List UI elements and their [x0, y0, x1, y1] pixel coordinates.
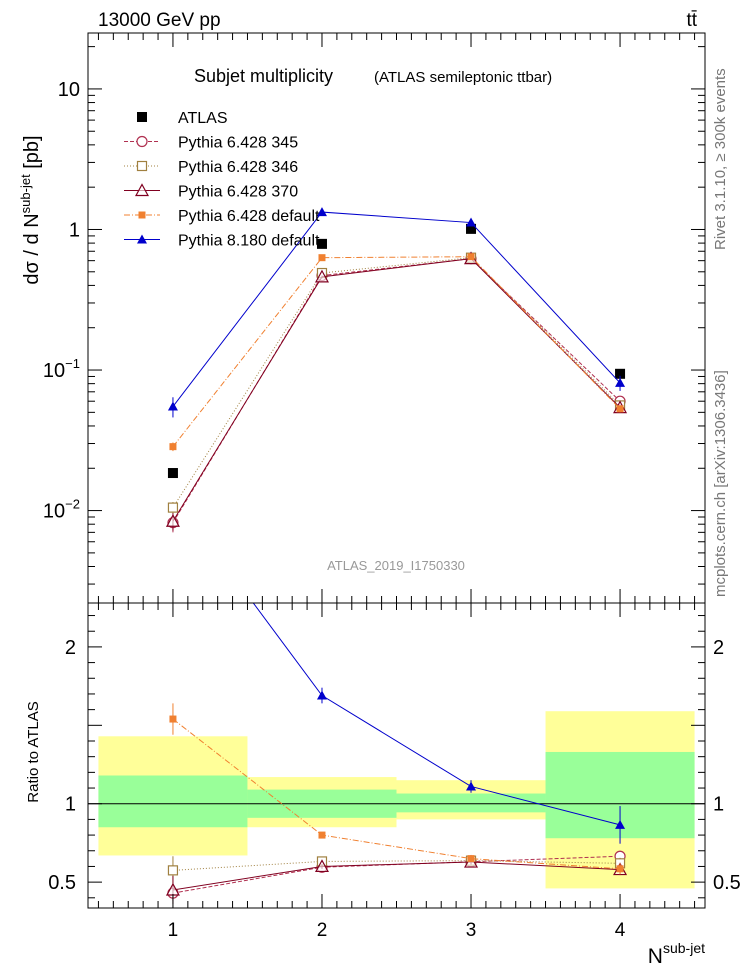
main-line-py8: [172, 211, 621, 407]
ratio-point-pydefault: [318, 831, 326, 839]
main-point-py370: [314, 269, 329, 283]
ratio-line-pydefault: [172, 718, 621, 870]
main-y-tick-label: 10: [58, 79, 80, 101]
ratio-line-py346: [172, 860, 621, 871]
legend-marker: [137, 234, 147, 244]
ratio-y-axis-title: Ratio to ATLAS: [25, 701, 42, 802]
chart-subtitle: (ATLAS semileptonic ttbar): [374, 69, 552, 86]
legend-label: Pythia 8.180 default: [178, 233, 320, 250]
mcplots-label: mcplots.cern.ch [arXiv:1306.3436]: [712, 370, 729, 597]
main-line-py346: [172, 257, 621, 508]
legend-entry-py346: Pythia 6.428 346: [124, 159, 298, 176]
ratio-y-axis: 0.5 0.5 1 1 2 2: [48, 615, 741, 899]
main-line-py370: [172, 258, 621, 522]
main-point-pydefault: [318, 254, 326, 262]
legend-entry-atlas: ATLAS: [137, 110, 228, 127]
ratio-series-group: [165, 490, 628, 905]
main-point-py8: [167, 401, 178, 411]
main-y-tick-label-exp: −1: [65, 356, 80, 371]
ratio-point-py8: [615, 819, 626, 829]
legend-label: Pythia 6.428 default: [178, 208, 320, 225]
ratio-y-tick-label: 1: [65, 794, 76, 816]
x-axis: 1 2 3 4: [97, 33, 696, 941]
main-series-group: [165, 207, 628, 533]
main-point-py8: [615, 377, 626, 387]
main-point-atlas: [316, 238, 327, 249]
legend-marker: [136, 135, 148, 148]
main-point-py8: [466, 217, 477, 227]
x-tick-label: 3: [466, 920, 477, 941]
ratio-point-pydefault: [169, 715, 177, 723]
main-y-tick-label-base: 10: [43, 360, 65, 382]
ratio-point-py370: [314, 859, 329, 873]
ratio-point-pydefault: [467, 855, 475, 863]
legend: ATLAS Pythia 6.428 345 Pythia 6.428 346 Pyt…: [124, 110, 320, 250]
main-point-pydefault: [467, 253, 475, 261]
ratio-point-py8: [168, 490, 178, 499]
ratio-y-tick-label-right: 1: [713, 794, 724, 816]
main-line-pydefault: [172, 256, 621, 447]
legend-label: Pythia 6.428 346: [178, 159, 298, 176]
ratio-y-tick-label: 0.5: [48, 872, 76, 894]
x-tick-label: 2: [317, 920, 328, 941]
ratio-y-tick-label-right: 0.5: [713, 872, 741, 894]
process-label: tt̄: [686, 10, 697, 31]
x-axis-title: Nsub-jet: [648, 940, 705, 968]
chart-title: Subjet multiplicity: [194, 66, 333, 86]
ratio-bands: [98, 711, 695, 889]
ratio-y-tick-label: 2: [65, 637, 76, 659]
main-y-tick-label-base: 10: [43, 501, 65, 523]
main-point-py346: [167, 502, 179, 513]
main-point-pydefault: [616, 405, 624, 413]
ratio-point-py346: [167, 865, 179, 876]
ratio-point-pydefault: [616, 865, 624, 873]
main-point-py370: [165, 513, 180, 527]
ratio-y-tick-label-right: 2: [713, 637, 724, 659]
main-point-pydefault: [169, 443, 177, 451]
analysis-id: ATLAS_2019_I1750330: [327, 558, 465, 573]
energy-label: 13000 GeV pp: [98, 10, 221, 31]
main-line-py345: [172, 258, 621, 523]
ratio-line-py370: [172, 861, 621, 891]
ratio-point-py8: [466, 781, 477, 791]
legend-marker: [134, 183, 150, 197]
main-point-atlas: [167, 468, 178, 479]
rivet-label: Rivet 3.1.10, ≥ 300k events: [712, 68, 729, 250]
legend-entry-py370: Pythia 6.428 370: [124, 183, 298, 201]
legend-entry-py345: Pythia 6.428 345: [124, 135, 298, 152]
main-y-tick-label: 1: [69, 219, 80, 241]
legend-label: Pythia 6.428 370: [178, 184, 298, 201]
legend-label: ATLAS: [178, 110, 228, 127]
legend-marker: [138, 211, 146, 219]
main-point-atlas: [466, 223, 477, 234]
main-y-tick-label: 10−1: [43, 356, 80, 382]
legend-marker: [136, 160, 148, 172]
y-axis-title: dσ / d Nsub-jet [pb]: [18, 135, 43, 284]
main-point-py8: [316, 207, 327, 217]
legend-entry-pydefault: Pythia 6.428 default: [124, 208, 320, 225]
main-point-atlas: [615, 368, 626, 379]
main-y-tick-label-base: 10: [58, 79, 80, 101]
x-tick-label: 4: [615, 920, 626, 941]
ratio-line-py8: [252, 603, 621, 826]
uncertainty-band-inner: [98, 775, 248, 828]
main-y-tick-label-base: 1: [69, 219, 80, 241]
main-y-tick-label-exp: −2: [65, 497, 80, 512]
ratio-point-py8: [316, 690, 327, 700]
legend-label: Pythia 6.428 345: [178, 135, 298, 152]
legend-entry-py8: Pythia 8.180 default: [124, 233, 320, 250]
legend-marker: [137, 112, 147, 122]
uncertainty-band-inner: [396, 793, 546, 813]
x-tick-label: 1: [168, 920, 179, 941]
ratio-panel: 0.5 0.5 1 1 2 2: [48, 490, 741, 909]
main-y-tick-label: 10−2: [43, 497, 80, 523]
